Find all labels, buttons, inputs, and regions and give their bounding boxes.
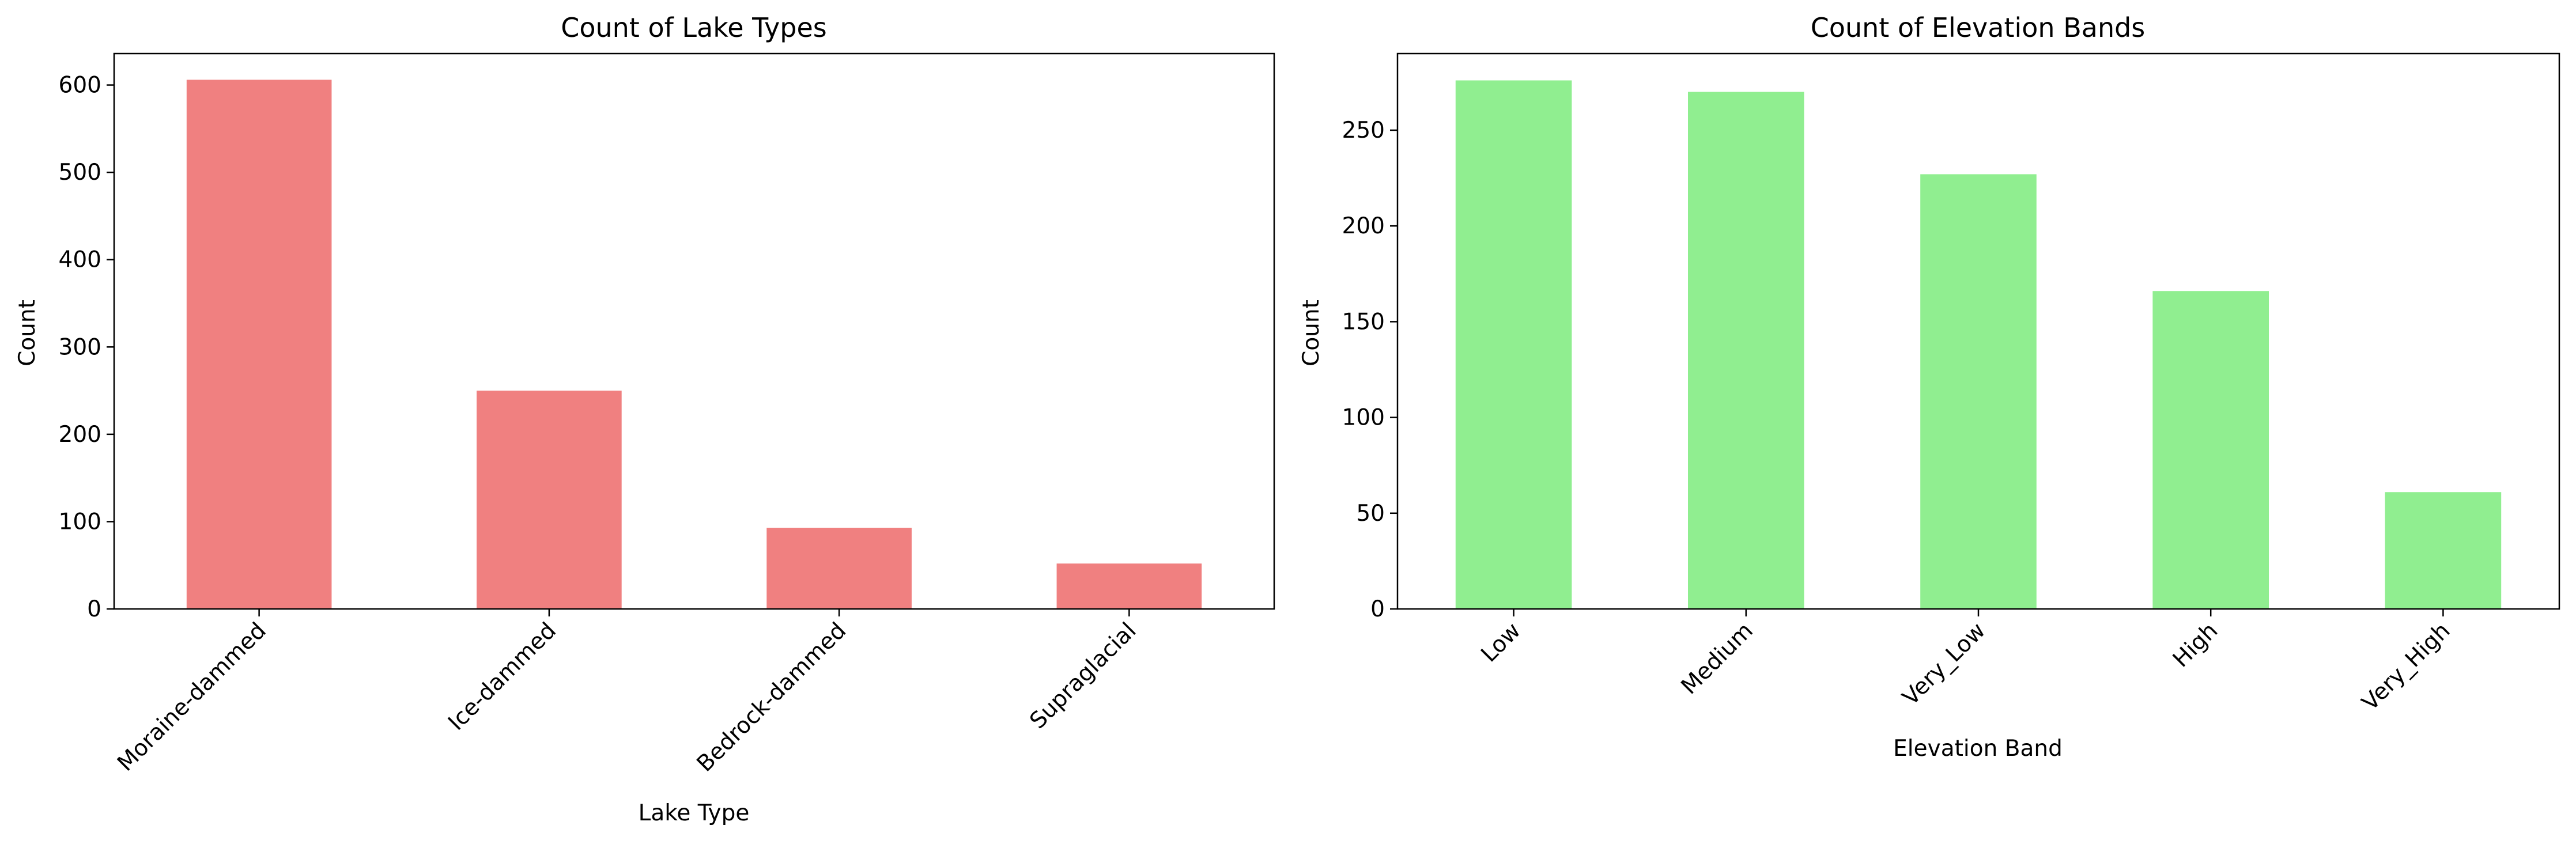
x-tick-label: Very_Low bbox=[1898, 618, 1990, 710]
y-axis-label: Count bbox=[14, 300, 40, 366]
y-tick-label: 0 bbox=[1370, 596, 1385, 622]
axes-frame bbox=[113, 52, 1275, 610]
x-tick-label: Bedrock-dammed bbox=[692, 618, 852, 777]
bar bbox=[2385, 492, 2502, 609]
x-tick-label: Low bbox=[1476, 618, 1526, 667]
chart-elevation-bands: Count of Elevation Bands Count Elevation… bbox=[1298, 12, 2560, 762]
y-tick-label: 400 bbox=[59, 247, 101, 273]
x-tick-label: Medium bbox=[1676, 618, 1758, 699]
bar bbox=[1688, 92, 1804, 609]
x-tick-label: Very_High bbox=[2357, 618, 2455, 716]
y-tick-label: 250 bbox=[1342, 118, 1385, 143]
y-tick-label: 200 bbox=[59, 422, 101, 448]
chart-lake-types: Count of Lake Types Count Lake Type 0 100… bbox=[14, 12, 1275, 826]
bar bbox=[1920, 174, 2037, 610]
x-tick-label: Ice-dammed bbox=[443, 618, 561, 736]
y-axis-label: Count bbox=[1298, 300, 1324, 366]
y-tick-label: 500 bbox=[59, 160, 101, 186]
y-tick-label: 600 bbox=[59, 73, 101, 99]
bar bbox=[477, 391, 622, 609]
y-tick-label: 0 bbox=[87, 596, 101, 622]
bar bbox=[1056, 563, 1202, 609]
bar bbox=[2152, 291, 2269, 609]
x-axis-label: Elevation Band bbox=[1893, 736, 2063, 762]
plot-area: 0 50 100 150 200 250 Low Medium Very_Low High Very… bbox=[1342, 52, 2560, 716]
x-tick-label: Moraine-dammed bbox=[112, 618, 271, 776]
x-axis-label: Lake Type bbox=[639, 800, 750, 826]
y-tick-label: 200 bbox=[1342, 213, 1385, 239]
bar bbox=[766, 528, 912, 609]
y-tick-label: 100 bbox=[59, 509, 101, 535]
chart-title: Count of Lake Types bbox=[561, 12, 827, 43]
chart-title: Count of Elevation Bands bbox=[1811, 12, 2146, 43]
x-tick-label: Supraglacial bbox=[1025, 618, 1141, 734]
y-tick-label: 150 bbox=[1342, 309, 1385, 335]
bar bbox=[186, 80, 332, 610]
x-tick-label: High bbox=[2168, 618, 2223, 672]
y-tick-label: 50 bbox=[1356, 501, 1385, 527]
bar bbox=[1455, 80, 1572, 609]
y-tick-label: 100 bbox=[1342, 405, 1385, 431]
plot-area: 0 100 200 300 400 500 600 Moraine-dammed Ice-dam… bbox=[59, 52, 1275, 777]
y-tick-label: 300 bbox=[59, 334, 101, 360]
